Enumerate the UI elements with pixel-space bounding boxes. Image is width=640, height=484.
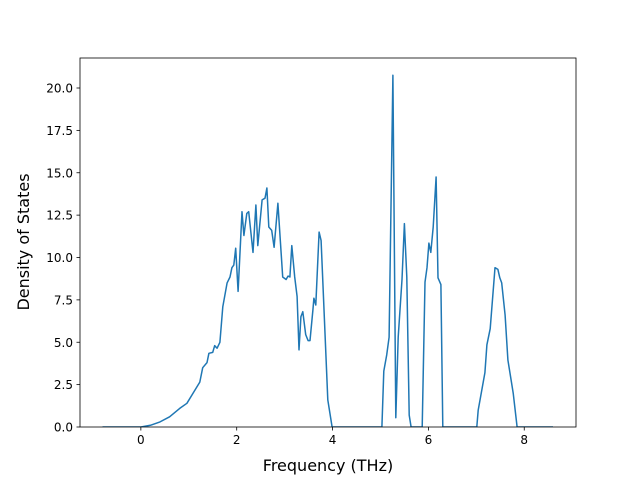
x-tick-label: 4 [329,433,337,447]
y-tick-label: 5.0 [54,336,73,350]
y-tick-label: 10.0 [46,251,73,265]
dos-series-line [102,74,553,427]
x-axis-label: Frequency (THz) [263,456,393,475]
y-axis-label: Density of States [14,173,33,310]
y-tick-label: 0.0 [54,421,73,435]
x-tick-label: 6 [425,433,433,447]
x-tick-label: 0 [137,433,145,447]
plot-area: 0 2 4 6 8 0.0 2.5 5.0 7.5 10.0 12.5 15.0 17.5 20.0 [46,57,577,447]
y-tick-label: 7.5 [54,293,73,307]
axes-frame [79,57,577,428]
y-tick-label: 15.0 [46,166,73,180]
y-tick-label: 17.5 [46,124,73,138]
y-tick-label: 12.5 [46,209,73,223]
y-tick-label: 20.0 [46,82,73,96]
x-tick-label: 8 [520,433,528,447]
y-tick-label: 2.5 [54,378,73,392]
x-tick-label: 2 [233,433,241,447]
